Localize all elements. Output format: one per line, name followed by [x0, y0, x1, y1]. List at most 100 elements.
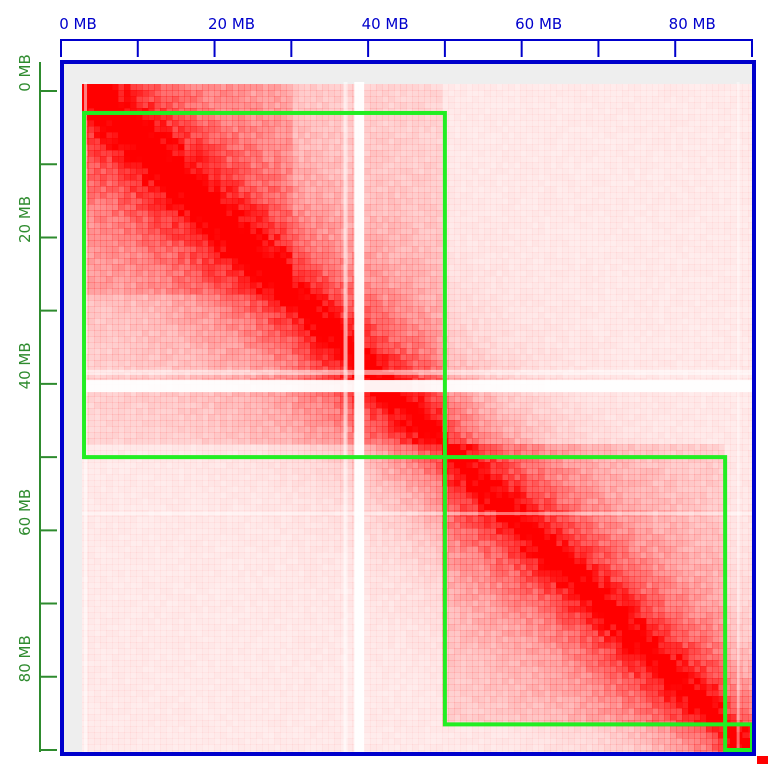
contact-cell	[748, 204, 754, 211]
contact-cell	[400, 342, 407, 349]
contact-cell	[724, 282, 731, 289]
contact-cell	[640, 216, 647, 223]
contact-cell	[184, 144, 191, 151]
contact-cell	[238, 270, 245, 277]
contact-cell	[292, 102, 299, 109]
contact-cell	[478, 90, 485, 97]
contact-map[interactable]	[62, 62, 754, 756]
contact-cell	[292, 252, 299, 259]
contact-cell	[700, 204, 707, 211]
contact-cell	[316, 258, 323, 265]
contact-cell	[412, 300, 419, 307]
contact-cell	[436, 288, 443, 295]
contact-cell	[106, 300, 113, 307]
contact-cell	[592, 96, 599, 103]
contact-cell	[628, 330, 635, 337]
contact-cell	[568, 258, 575, 265]
contact-cell	[646, 288, 653, 295]
contact-cell	[550, 132, 557, 139]
contact-cell	[172, 174, 179, 181]
contact-cell	[490, 120, 497, 127]
contact-cell	[208, 198, 215, 205]
contact-cell	[250, 222, 257, 229]
contact-cell	[604, 114, 611, 121]
contact-cell	[196, 336, 203, 343]
contact-cell	[670, 102, 677, 109]
contact-cell	[286, 258, 293, 265]
contact-cell	[112, 306, 119, 313]
contact-cell	[682, 138, 689, 145]
contact-cell	[412, 96, 419, 103]
contact-cell	[646, 216, 653, 223]
contact-cell	[622, 300, 629, 307]
contact-cell	[496, 264, 503, 271]
contact-cell	[568, 222, 575, 229]
contact-cell	[394, 252, 401, 259]
contact-cell	[466, 330, 473, 337]
contact-cell	[142, 144, 149, 151]
contact-cell	[400, 126, 407, 133]
contact-cell	[604, 288, 611, 295]
contact-cell	[196, 156, 203, 163]
contact-cell	[634, 216, 641, 223]
contact-cell	[214, 324, 221, 331]
contact-cell	[628, 228, 635, 235]
contact-cell	[154, 312, 161, 319]
contact-cell	[742, 324, 749, 331]
contact-cell	[472, 90, 479, 97]
contact-cell	[592, 288, 599, 295]
contact-cell	[478, 144, 485, 151]
contact-cell	[550, 126, 557, 133]
contact-cell	[256, 276, 263, 283]
contact-cell	[118, 324, 125, 331]
contact-cell	[370, 234, 377, 241]
contact-cell	[700, 174, 707, 181]
contact-cell	[154, 276, 161, 283]
contact-cell	[130, 348, 137, 355]
contact-cell	[322, 90, 329, 97]
contact-cell	[262, 126, 269, 133]
contact-cell	[88, 180, 95, 187]
contact-cell	[214, 84, 221, 91]
contact-cell	[316, 294, 323, 301]
contact-cell	[634, 288, 641, 295]
contact-cell	[526, 180, 533, 187]
contact-cell	[652, 204, 659, 211]
contact-cell	[310, 198, 317, 205]
contact-cell	[292, 198, 299, 205]
contact-cell	[628, 120, 635, 127]
contact-cell	[706, 174, 713, 181]
contact-cell	[688, 306, 695, 313]
contact-cell	[148, 288, 155, 295]
contact-cell	[238, 234, 245, 241]
contact-cell	[610, 312, 617, 319]
contact-cell	[328, 168, 335, 175]
contact-cell	[448, 174, 455, 181]
contact-cell	[634, 174, 641, 181]
contact-cell	[226, 264, 233, 271]
contact-cell	[94, 228, 101, 235]
contact-cell	[532, 264, 539, 271]
contact-cell	[274, 192, 281, 199]
contact-cell	[646, 114, 653, 121]
contact-cell	[490, 216, 497, 223]
contact-cell	[268, 210, 275, 217]
contact-cell	[622, 294, 629, 301]
contact-cell	[562, 90, 569, 97]
contact-cell	[202, 270, 209, 277]
contact-cell	[100, 162, 107, 169]
contact-cell	[406, 174, 413, 181]
contact-cell	[196, 204, 203, 211]
contact-cell	[730, 192, 737, 199]
contact-cell	[184, 264, 191, 271]
contact-cell	[94, 162, 101, 169]
contact-cell	[430, 174, 437, 181]
contact-cell	[628, 222, 635, 229]
contact-cell	[490, 96, 497, 103]
contact-cell	[502, 288, 509, 295]
contact-cell	[238, 282, 245, 289]
contact-cell	[454, 300, 461, 307]
contact-cell	[478, 276, 485, 283]
contact-cell	[118, 198, 125, 205]
